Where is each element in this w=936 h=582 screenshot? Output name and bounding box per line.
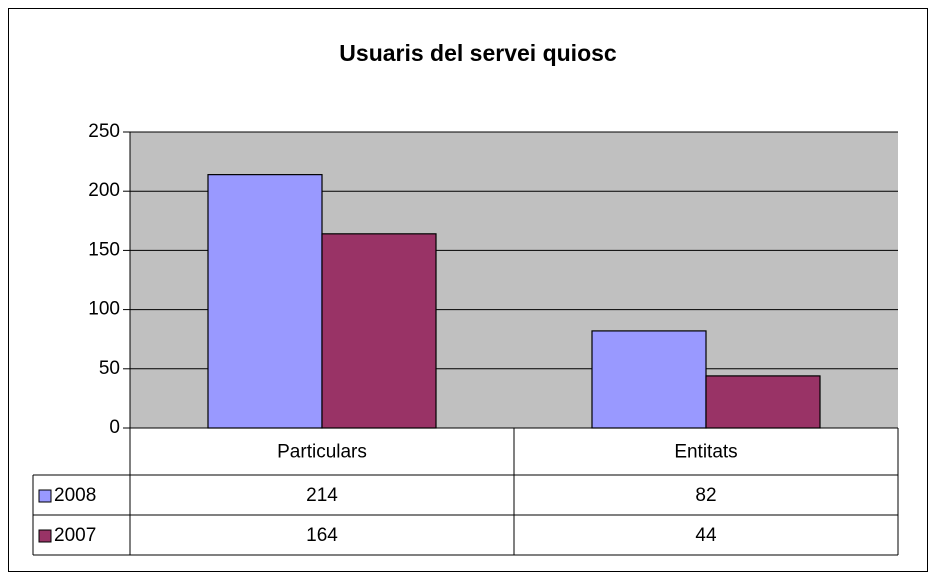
bar [591, 330, 707, 429]
y-tick-label: 250 [88, 121, 120, 142]
y-tick-label: 150 [88, 239, 120, 260]
chart-title: Usuaris del servei quiosc [339, 40, 617, 66]
bar [321, 233, 437, 429]
legend-key [38, 489, 52, 503]
x-tick-label: Particulars [277, 442, 367, 463]
data-table-value: 164 [306, 525, 338, 546]
y-tick-label: 100 [88, 299, 120, 320]
bar [207, 174, 323, 429]
x-tick-label: Entitats [674, 442, 737, 463]
legend-label: 2008 [54, 485, 96, 506]
y-tick-label: 50 [99, 358, 120, 379]
legend-key [38, 529, 52, 543]
data-table-value: 44 [695, 525, 717, 546]
bar [705, 375, 821, 429]
data-table-value: 82 [695, 485, 716, 506]
y-tick-label: 0 [109, 417, 120, 438]
y-tick-label: 200 [88, 180, 120, 201]
data-table-value: 214 [306, 485, 338, 506]
legend-label: 2007 [54, 525, 96, 546]
